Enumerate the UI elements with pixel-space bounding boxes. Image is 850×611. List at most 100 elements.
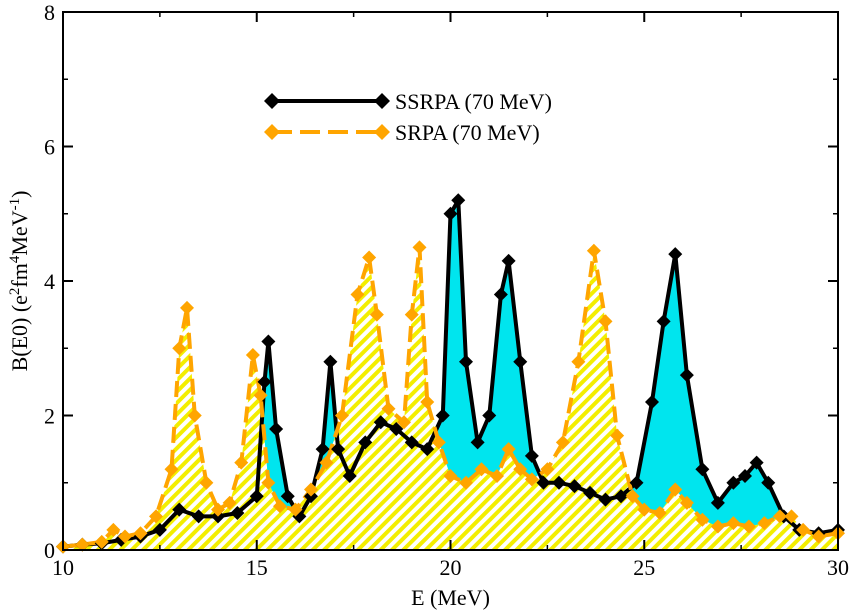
ssrpa-point bbox=[710, 495, 725, 510]
srpa-point bbox=[199, 475, 214, 490]
srpa-point bbox=[253, 388, 268, 403]
ssrpa-point bbox=[261, 334, 276, 349]
ssrpa-point bbox=[257, 374, 272, 389]
srpa-point bbox=[459, 475, 473, 490]
ssrpa-point bbox=[614, 489, 628, 504]
srpa-point bbox=[625, 489, 640, 504]
ssrpa-point bbox=[230, 506, 245, 521]
srpa-point bbox=[245, 347, 260, 362]
srpa-point bbox=[273, 499, 287, 514]
srpa-point bbox=[652, 506, 667, 521]
srpa-point bbox=[133, 526, 148, 541]
srpa-legend-marker bbox=[264, 124, 280, 140]
ssrpa-point bbox=[373, 415, 388, 430]
x-axis-label: E (MeV) bbox=[411, 585, 490, 610]
ssrpa-area-fill bbox=[63, 200, 838, 551]
ssrpa-point bbox=[552, 475, 566, 490]
srpa-point bbox=[637, 502, 652, 517]
ssrpa-point bbox=[524, 448, 539, 463]
srpa-point bbox=[571, 354, 586, 369]
srpa-legend-marker bbox=[374, 124, 390, 140]
y-tick-label: 0 bbox=[44, 538, 55, 563]
ssrpa-point bbox=[249, 489, 264, 504]
srpa-point bbox=[404, 307, 419, 322]
srpa-point bbox=[679, 495, 694, 510]
srpa-point bbox=[106, 522, 121, 537]
y-tick-label: 2 bbox=[44, 404, 55, 429]
x-tick-label: 30 bbox=[827, 555, 849, 580]
ssrpa-point bbox=[191, 509, 206, 524]
srpa-point bbox=[710, 519, 725, 534]
srpa-point bbox=[586, 243, 601, 258]
ssrpa-point bbox=[679, 368, 694, 383]
srpa-point bbox=[149, 509, 163, 524]
srpa-point bbox=[757, 516, 772, 531]
ssrpa-point bbox=[536, 475, 551, 490]
y-tick-label: 4 bbox=[44, 269, 55, 294]
srpa-point bbox=[319, 455, 334, 470]
srpa-point bbox=[610, 428, 625, 443]
ssrpa-point bbox=[280, 489, 295, 504]
ssrpa-point bbox=[435, 408, 450, 423]
ssrpa-legend-label: SSRPA (70 MeV) bbox=[395, 89, 552, 114]
ssrpa-point bbox=[695, 462, 710, 477]
ssrpa-point bbox=[404, 435, 419, 450]
srpa-point bbox=[335, 408, 349, 423]
srpa-point bbox=[598, 314, 613, 329]
srpa-point bbox=[288, 502, 303, 517]
ssrpa-point bbox=[738, 469, 752, 484]
srpa-point bbox=[222, 495, 237, 510]
ssrpa-point bbox=[451, 193, 466, 208]
ssrpa-point bbox=[598, 492, 613, 507]
srpa-point bbox=[796, 522, 811, 537]
ssrpa-point bbox=[482, 408, 497, 423]
srpa-point bbox=[397, 415, 411, 430]
y-axis-label: B(E0) (e2fm4MeV-1) bbox=[7, 191, 32, 372]
srpa-point bbox=[412, 240, 427, 255]
x-tick-label: 20 bbox=[440, 555, 462, 580]
srpa-point bbox=[369, 307, 384, 322]
srpa-point bbox=[304, 482, 318, 497]
srpa-point bbox=[513, 462, 528, 477]
srpa-point bbox=[668, 482, 683, 497]
legend: SSRPA (70 MeV) SRPA (70 MeV) bbox=[264, 89, 552, 145]
x-tick-label: 10 bbox=[52, 555, 74, 580]
srpa-point bbox=[211, 502, 225, 517]
srpa-point bbox=[501, 442, 516, 457]
ssrpa-point bbox=[323, 354, 338, 369]
srpa-legend-label: SRPA (70 MeV) bbox=[395, 120, 540, 145]
srpa-point bbox=[187, 408, 202, 423]
srpa-point bbox=[164, 462, 179, 477]
srpa-point bbox=[381, 401, 396, 416]
srpa-point bbox=[431, 435, 446, 450]
srpa-point bbox=[811, 529, 826, 544]
ssrpa-point bbox=[331, 442, 346, 457]
srpa-point bbox=[172, 341, 187, 356]
srpa-point bbox=[726, 516, 741, 531]
ssrpa-point bbox=[443, 206, 458, 221]
ssrpa-point bbox=[315, 442, 330, 457]
ssrpa-point bbox=[629, 475, 644, 490]
y-tick-label: 6 bbox=[44, 135, 55, 160]
srpa-point bbox=[540, 462, 555, 477]
srpa-point bbox=[261, 475, 276, 490]
srpa-point bbox=[234, 455, 249, 470]
ssrpa-point bbox=[389, 421, 404, 436]
ssrpa-point bbox=[749, 455, 764, 470]
srpa-point bbox=[443, 469, 458, 484]
ssrpa-point bbox=[501, 253, 516, 268]
srpa-point bbox=[784, 509, 799, 524]
ssrpa-legend-marker bbox=[264, 93, 280, 109]
ssrpa-point bbox=[470, 435, 485, 450]
ssrpa-point bbox=[269, 421, 284, 436]
srpa-point bbox=[524, 472, 539, 487]
ssrpa-point bbox=[761, 475, 776, 490]
ssrpa-point bbox=[513, 354, 528, 369]
srpa-point bbox=[695, 512, 710, 527]
ssrpa-point bbox=[726, 475, 741, 490]
x-tick-label: 25 bbox=[633, 555, 655, 580]
srpa-point bbox=[490, 469, 504, 484]
srpa-point bbox=[94, 534, 109, 549]
srpa-point bbox=[118, 529, 132, 544]
